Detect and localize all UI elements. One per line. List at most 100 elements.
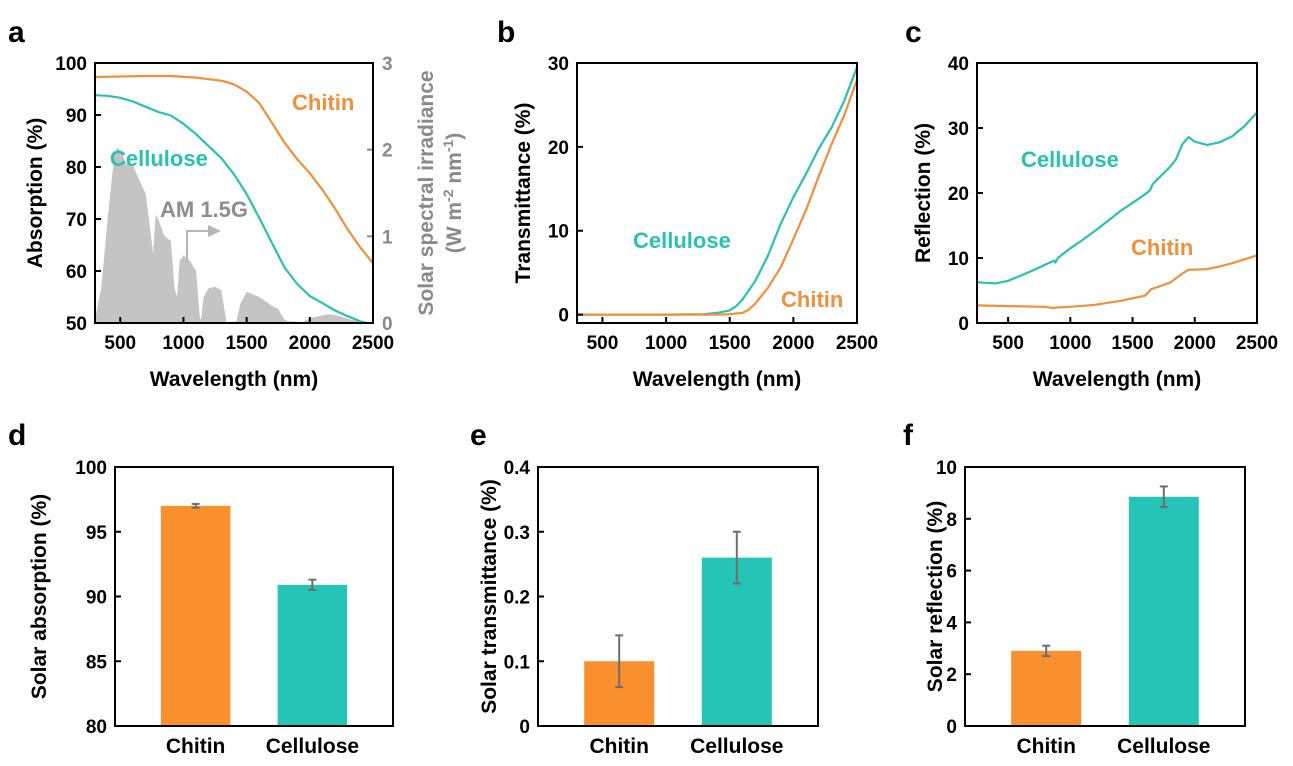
- y-tick-label: 6: [946, 562, 957, 583]
- x-tick-label: 2000: [289, 333, 331, 354]
- category-label-cellulose: Cellulose: [266, 735, 359, 758]
- y-axis-label: Absorption (%): [24, 118, 47, 268]
- am15g-arrow-line: [186, 230, 210, 262]
- x-tick-label: 1500: [1111, 333, 1153, 354]
- plot-frame: [537, 466, 819, 727]
- x-tick-label: 1500: [709, 333, 751, 354]
- y-tick-label: 85: [86, 652, 108, 673]
- category-label-chitin: Chitin: [589, 735, 648, 758]
- y-tick-label: 90: [86, 588, 107, 609]
- x-tick-label: 2500: [352, 333, 394, 354]
- x-axis-label: Wavelength (nm): [633, 368, 801, 391]
- y-axis-label: Solar reflection (%): [924, 501, 947, 692]
- category-label-chitin: Chitin: [166, 735, 225, 758]
- am15g-arrow-head: [208, 225, 221, 237]
- y-axis-label: Transmittance (%): [512, 103, 535, 284]
- panel-letter-f: f: [903, 419, 914, 452]
- series-line-cellulose: [577, 66, 857, 316]
- x-tick-label: 1000: [1049, 333, 1091, 354]
- y-tick-label: 0: [519, 717, 530, 738]
- am15g-label: AM 1.5G: [160, 197, 248, 222]
- y-axis-label: Reflection (%): [912, 123, 935, 263]
- y-tick-label: 100: [75, 458, 107, 479]
- y-tick-label: 30: [948, 119, 969, 140]
- plot-frame: [94, 62, 374, 324]
- y-tick-label: 0: [946, 717, 957, 738]
- plot-frame: [964, 466, 1246, 727]
- series-label-cellulose: Cellulose: [110, 146, 208, 171]
- y2-tick-label: 1: [382, 227, 393, 248]
- unit-text: nm: [443, 152, 466, 189]
- panel-d: d Chitin Cellulose 80 85 90 95 100 Solar absorpt…: [8, 419, 394, 758]
- y-tick-label: 10: [936, 458, 957, 479]
- y-axis-label: Solar absorption (%): [28, 494, 51, 699]
- panel-f: f Chitin Cellulose 0 2 4 6 8 10 Solar reflection …: [903, 419, 1246, 758]
- y-tick-label: 10: [948, 249, 969, 270]
- y-tick-label: 0.3: [504, 523, 530, 544]
- y-tick-label: 95: [86, 523, 108, 544]
- bar-chitin: [1011, 650, 1082, 726]
- bar-cellulose: [701, 557, 772, 726]
- bar-cellulose: [277, 584, 348, 726]
- x-tick-label: 2500: [1236, 333, 1278, 354]
- y-tick-label: 0.2: [504, 588, 530, 609]
- y-tick-label: 70: [66, 210, 87, 231]
- category-label-chitin: Chitin: [1016, 735, 1075, 758]
- unit-text: ): [443, 133, 466, 140]
- series-label-chitin: Chitin: [781, 287, 843, 312]
- panel-letter-b: b: [497, 16, 515, 49]
- series-label-cellulose: Cellulose: [633, 228, 731, 253]
- x-tick-label: 2000: [772, 333, 814, 354]
- category-label-cellulose: Cellulose: [690, 735, 783, 758]
- x-tick-label: 2500: [836, 333, 878, 354]
- x-tick-label: 1000: [645, 333, 687, 354]
- unit-superscript: -1: [440, 140, 456, 153]
- x-axis-label: Wavelength (nm): [1033, 368, 1201, 391]
- y-tick-label: 80: [66, 158, 87, 179]
- y-tick-label: 4: [946, 613, 957, 634]
- y-axis-label: Solar transmittance (%): [478, 479, 501, 714]
- y-tick-label: 0: [958, 314, 969, 335]
- x-tick-label: 1500: [225, 333, 267, 354]
- y-tick-label: 100: [55, 54, 87, 75]
- panel-b: b Cellulose Chitin 500 1000 1500 2000 2500 Wavel…: [497, 16, 878, 391]
- series-label-cellulose: Cellulose: [1021, 147, 1119, 172]
- y-tick-label: 20: [548, 138, 569, 159]
- y-tick-label: 90: [66, 106, 87, 127]
- x-tick-label: 1000: [162, 333, 204, 354]
- y-tick-label: 50: [66, 314, 87, 335]
- y-tick-label: 80: [86, 717, 107, 738]
- y2-axis-label-main: Solar spectral irradiance: [415, 70, 438, 315]
- bar-cellulose: [1128, 496, 1199, 726]
- unit-text: (W m: [443, 202, 466, 253]
- x-axis-label: Wavelength (nm): [150, 368, 318, 391]
- panel-c: c Cellulose Chitin 500 1000 1500 2000 2500 Wavel…: [905, 16, 1278, 391]
- series-line-cellulose: [95, 94, 372, 323]
- y-tick-label: 60: [66, 262, 87, 283]
- series-line-cellulose: [977, 111, 1257, 285]
- x-tick-label: 500: [992, 333, 1024, 354]
- x-tick-label: 500: [587, 333, 619, 354]
- y2-axis-label-units: (W m-2 nm-1): [440, 133, 466, 254]
- panel-letter-e: e: [470, 419, 487, 452]
- y-tick-label: 40: [948, 54, 969, 75]
- y-tick-label: 30: [548, 54, 569, 75]
- series-label-chitin: Chitin: [1131, 235, 1193, 260]
- panel-letter-a: a: [8, 16, 25, 49]
- series-line-chitin: [577, 79, 857, 316]
- y2-tick-label: 2: [382, 141, 393, 162]
- unit-superscript: -2: [440, 189, 456, 202]
- y2-tick-label: 3: [382, 54, 393, 75]
- x-tick-label: 2000: [1174, 333, 1216, 354]
- plot-frame: [976, 62, 1258, 324]
- category-label-cellulose: Cellulose: [1117, 735, 1210, 758]
- y-tick-label: 8: [946, 510, 957, 531]
- y-tick-label: 0.4: [504, 458, 531, 479]
- series-line-chitin: [95, 74, 373, 264]
- x-tick-label: 500: [104, 333, 136, 354]
- y-tick-label: 0: [558, 306, 569, 327]
- am15g-spectrum-area: [95, 147, 373, 323]
